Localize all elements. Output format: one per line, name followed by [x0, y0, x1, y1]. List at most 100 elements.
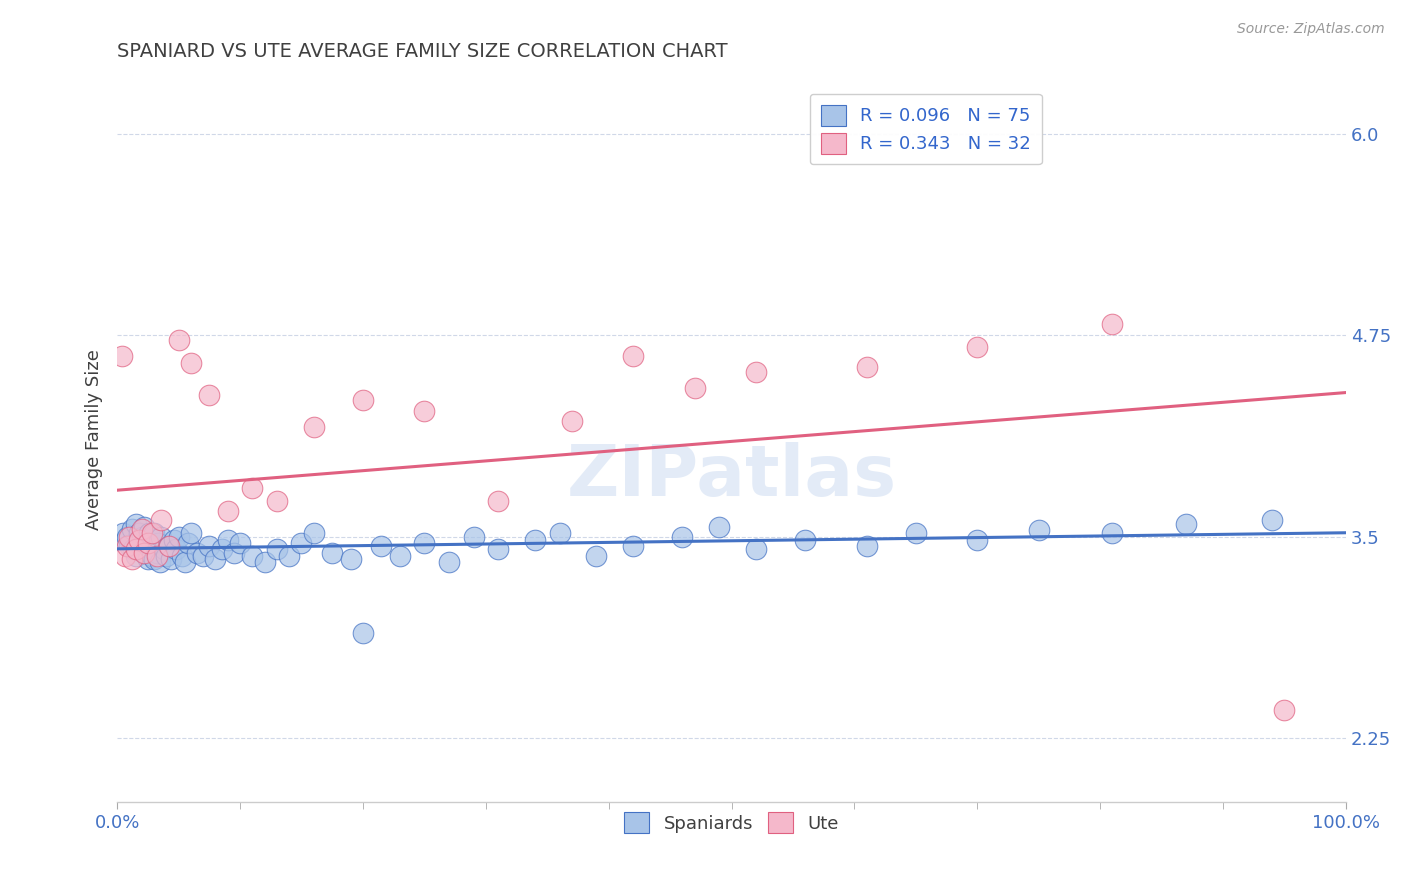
Point — [278, 549, 301, 563]
Point — [198, 388, 221, 402]
Text: Source: ZipAtlas.com: Source: ZipAtlas.com — [1237, 22, 1385, 37]
Point — [794, 533, 817, 547]
Point — [134, 520, 156, 534]
Point — [138, 526, 160, 541]
Point — [167, 333, 190, 347]
Point — [150, 530, 173, 544]
Point — [1028, 523, 1050, 537]
Point — [548, 526, 571, 541]
Point — [131, 521, 153, 535]
Point — [266, 494, 288, 508]
Point — [253, 555, 276, 569]
Point — [136, 536, 159, 550]
Point — [1175, 516, 1198, 531]
Point — [136, 552, 159, 566]
Point — [966, 339, 988, 353]
Point — [229, 536, 252, 550]
Point — [193, 549, 215, 563]
Point — [486, 542, 509, 557]
Point — [240, 549, 263, 563]
Point — [217, 504, 239, 518]
Point — [855, 360, 877, 375]
Point — [352, 392, 374, 407]
Point — [131, 530, 153, 544]
Point — [621, 349, 644, 363]
Point — [180, 356, 202, 370]
Point — [141, 539, 163, 553]
Point — [121, 552, 143, 566]
Point — [352, 626, 374, 640]
Point — [157, 539, 180, 553]
Point — [122, 542, 145, 557]
Point — [143, 526, 166, 541]
Point — [127, 536, 149, 550]
Point — [114, 533, 136, 547]
Point — [211, 542, 233, 557]
Point — [136, 533, 159, 547]
Point — [124, 549, 146, 563]
Point — [621, 539, 644, 553]
Point — [150, 513, 173, 527]
Point — [141, 526, 163, 541]
Point — [413, 404, 436, 418]
Point — [118, 538, 141, 552]
Point — [388, 549, 411, 563]
Point — [149, 555, 172, 569]
Point — [486, 494, 509, 508]
Point — [128, 533, 150, 547]
Legend: Spaniards, Ute: Spaniards, Ute — [613, 801, 849, 844]
Point — [163, 533, 186, 547]
Point — [266, 542, 288, 557]
Point — [145, 546, 167, 560]
Point — [134, 546, 156, 560]
Point — [173, 555, 195, 569]
Point — [165, 542, 187, 557]
Point — [1261, 513, 1284, 527]
Text: SPANIARD VS UTE AVERAGE FAMILY SIZE CORRELATION CHART: SPANIARD VS UTE AVERAGE FAMILY SIZE CORR… — [117, 42, 728, 61]
Point — [1101, 526, 1123, 541]
Point — [115, 539, 138, 553]
Point — [186, 546, 208, 560]
Point — [160, 552, 183, 566]
Point — [671, 530, 693, 544]
Point — [904, 526, 927, 541]
Point — [240, 481, 263, 495]
Point — [523, 533, 546, 547]
Point — [121, 521, 143, 535]
Point — [302, 526, 325, 541]
Point — [370, 539, 392, 553]
Point — [172, 549, 194, 563]
Point — [145, 549, 167, 563]
Point — [222, 546, 245, 560]
Point — [204, 552, 226, 566]
Point — [141, 549, 163, 563]
Point — [1274, 703, 1296, 717]
Point — [131, 539, 153, 553]
Point — [437, 555, 460, 569]
Point — [321, 546, 343, 560]
Point — [177, 536, 200, 550]
Point — [217, 533, 239, 547]
Point — [180, 526, 202, 541]
Y-axis label: Average Family Size: Average Family Size — [86, 350, 103, 531]
Point — [157, 539, 180, 553]
Point — [155, 549, 177, 563]
Point — [128, 526, 150, 541]
Text: ZIPatlas: ZIPatlas — [567, 442, 897, 510]
Point — [135, 542, 157, 557]
Point — [143, 552, 166, 566]
Point — [966, 533, 988, 547]
Point — [585, 549, 607, 563]
Point — [302, 420, 325, 434]
Point — [683, 381, 706, 395]
Point — [709, 520, 731, 534]
Point — [124, 542, 146, 557]
Point — [745, 365, 768, 379]
Point — [146, 536, 169, 550]
Point — [115, 530, 138, 544]
Point — [1101, 317, 1123, 331]
Point — [855, 539, 877, 553]
Point — [198, 539, 221, 553]
Point — [114, 549, 136, 563]
Point — [112, 526, 135, 541]
